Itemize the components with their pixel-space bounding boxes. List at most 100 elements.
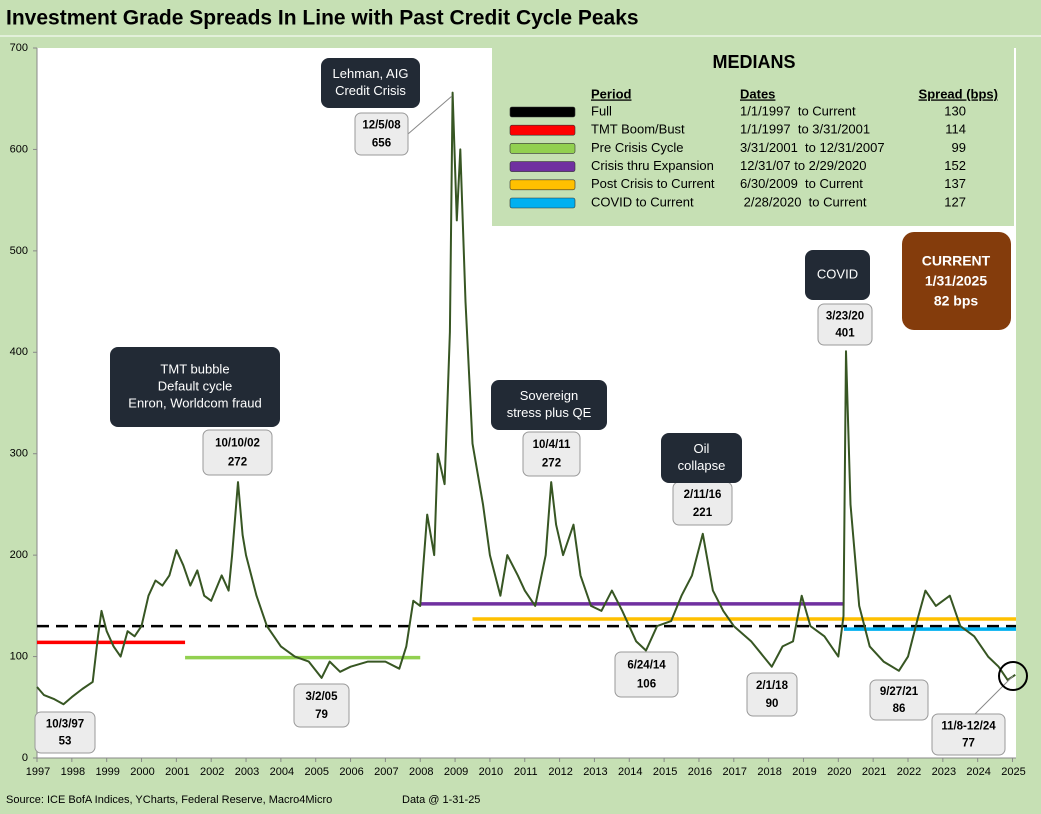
note-text: Default cycle <box>158 378 232 393</box>
callout-box <box>746 672 798 717</box>
note-text: TMT bubble <box>160 361 229 376</box>
x-tick-label: 2021 <box>862 766 886 778</box>
x-tick-label: 2011 <box>514 766 538 778</box>
legend-swatch <box>509 179 576 191</box>
current-text: CURRENT <box>922 253 991 269</box>
x-tick-label: 2004 <box>270 766 294 778</box>
highlight-circle <box>998 661 1028 691</box>
x-tick-label: 2002 <box>200 766 224 778</box>
x-tick-label: 1999 <box>95 766 119 778</box>
x-tick-label: 2022 <box>897 766 921 778</box>
legend-spread: 114 <box>945 122 966 137</box>
callout-box <box>354 112 409 156</box>
callout-date: 2/11/16 <box>684 489 722 501</box>
chart-title: Investment Grade Spreads In Line with Pa… <box>6 7 639 30</box>
legend-swatch <box>509 161 576 172</box>
callout-box <box>614 651 679 698</box>
note-text: collapse <box>678 458 726 473</box>
callout-box <box>34 711 96 754</box>
legend-dates: 1/1/1997 to 3/31/2001 <box>740 122 870 137</box>
callout-box <box>817 303 873 346</box>
current-text: 82 bps <box>934 293 979 309</box>
x-tick-label: 2015 <box>653 766 677 778</box>
y-tick-label: 400 <box>10 346 28 358</box>
spread-line <box>36 91 1016 706</box>
leader <box>407 95 453 135</box>
y-tick-label: 200 <box>10 549 28 561</box>
x-tick-label: 1998 <box>61 766 85 778</box>
legend-period: TMT Boom/Bust <box>591 122 685 137</box>
callout-value: 86 <box>893 703 906 715</box>
callout-value: 221 <box>693 507 713 519</box>
legend-period: Post Crisis to Current <box>591 176 715 191</box>
data-note: Data @ 1-31-25 <box>402 794 480 806</box>
x-tick-label: 2001 <box>165 766 189 778</box>
legend-dates: 2/28/2020 to Current <box>740 194 867 209</box>
callout-date: 10/10/02 <box>215 438 260 450</box>
x-tick-label: 1997 <box>26 766 50 778</box>
x-tick-label: 2003 <box>235 766 259 778</box>
x-tick-label: 2020 <box>827 766 851 778</box>
x-tick-label: 2023 <box>932 766 956 778</box>
x-tick-label: 2005 <box>304 766 328 778</box>
x-tick-label: 2019 <box>792 766 816 778</box>
x-tick-label: 2008 <box>409 766 433 778</box>
note-box <box>805 250 870 300</box>
note-text: Lehman, AIG <box>333 66 409 81</box>
x-tick-label: 2010 <box>479 766 503 778</box>
legend-swatch <box>509 143 576 154</box>
callout-box <box>869 679 929 721</box>
y-tick-label: 300 <box>10 448 28 460</box>
callout-value: 401 <box>835 328 855 340</box>
callout-value: 90 <box>766 698 779 710</box>
callout-date: 3/23/20 <box>826 310 864 322</box>
legend-spread: 152 <box>944 158 966 173</box>
callout-date: 10/4/11 <box>533 439 571 451</box>
x-tick-label: 2012 <box>548 766 572 778</box>
callout-date: 2/1/18 <box>756 680 789 692</box>
note-text: Credit Crisis <box>335 83 406 98</box>
callout-date: 12/5/08 <box>362 120 401 132</box>
x-tick-label: 2009 <box>444 766 468 778</box>
x-tick-label: 2016 <box>688 766 712 778</box>
x-tick-label: 2024 <box>966 766 990 778</box>
legend-swatch <box>509 124 576 136</box>
legend-header: Spread (bps) <box>919 86 998 101</box>
legend-box <box>492 48 1014 226</box>
legend-swatch <box>509 197 576 209</box>
callout-date: 9/27/21 <box>880 686 919 698</box>
legend-period: Full <box>591 103 612 118</box>
x-tick-label: 2018 <box>757 766 781 778</box>
callout-date: 3/2/05 <box>306 691 339 703</box>
y-tick-label: 700 <box>10 42 28 54</box>
legend-header: Dates <box>740 86 775 101</box>
note-box <box>110 347 280 427</box>
source: Source: ICE BofA Indices, YCharts, Feder… <box>6 794 332 806</box>
legend-period: COVID to Current <box>591 194 694 209</box>
x-tick-label: 2025 <box>1001 766 1025 778</box>
note-box <box>661 433 742 483</box>
legend-spread: 137 <box>944 176 966 191</box>
x-tick-label: 2017 <box>723 766 747 778</box>
legend-spread: 127 <box>944 194 966 209</box>
legend-period: Pre Crisis Cycle <box>591 140 683 155</box>
callout-value: 77 <box>962 738 975 750</box>
callout-value: 656 <box>372 137 391 149</box>
leader <box>974 675 1014 715</box>
x-tick-label: 2007 <box>374 766 398 778</box>
y-tick-label: 500 <box>10 245 28 257</box>
legend-dates: 6/30/2009 to Current <box>740 176 863 191</box>
note-box <box>491 380 607 430</box>
callout-value: 106 <box>637 678 656 690</box>
y-tick-label: 0 <box>22 752 28 764</box>
x-tick-label: 2014 <box>618 766 642 778</box>
current-text: 1/31/2025 <box>925 273 987 289</box>
legend-header: Period <box>591 86 632 101</box>
callout-date: 11/8-12/24 <box>941 720 996 732</box>
legend-dates: 12/31/07 to 2/29/2020 <box>740 158 867 173</box>
y-tick-label: 600 <box>10 143 28 155</box>
y-tick-label: 100 <box>10 650 28 662</box>
legend-title: MEDIANS <box>712 52 795 72</box>
current-box <box>902 232 1011 330</box>
